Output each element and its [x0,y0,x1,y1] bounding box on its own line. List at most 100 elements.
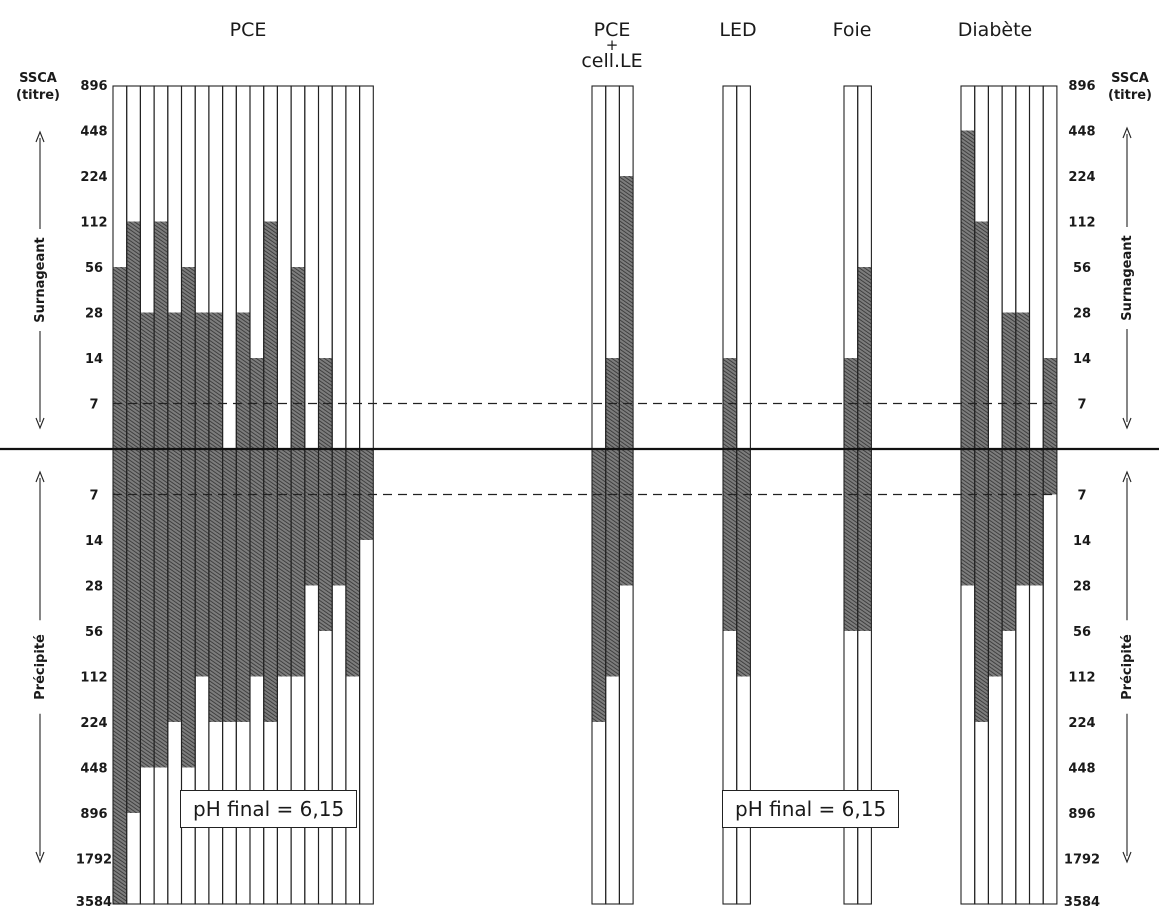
bar-precipite [605,449,620,677]
tick-label-left: 56 [85,625,103,640]
group-title: LED [719,19,756,41]
tick-label-right: 448 [1068,762,1095,777]
column-outline [618,85,634,905]
bar-precipite [857,449,872,631]
group-title: Diabète [958,19,1032,41]
tick-label-right: 448 [1068,125,1095,140]
bar-precipite [332,449,346,586]
tick-label-left: 14 [85,534,103,549]
arrow-head-up [1122,126,1132,139]
bar-precipite [1043,449,1057,495]
bar-precipite [277,449,292,677]
tick-label-right: 224 [1068,170,1095,185]
tick-label-left: 7 [89,489,98,504]
bar-surnageant [126,221,141,449]
tick-label-left: 896 [80,807,107,822]
bar-surnageant [113,267,127,449]
tick-label-left: 28 [85,580,103,595]
bar-surnageant [140,312,155,449]
group-title: Foie [833,19,872,41]
arrow-head-down [35,851,45,864]
ph-annotation-right: pH final = 6,15 [722,790,900,828]
group-title: PCE + cell.LE [581,19,642,72]
bar-surnageant [619,176,634,449]
arrow-head-down [1122,851,1132,864]
tick-label-right: 28 [1073,580,1091,595]
axis-title-left: SSCA (titre) [16,71,60,103]
text-layer: PCE PCE + cell.LE LED Foie Diabète 896 896 448 448… [16,19,1152,909]
bar-precipite [263,449,278,722]
bar-surnageant [1002,312,1016,449]
bar-surnageant [195,312,209,449]
tick-label-left: 112 [80,216,107,231]
bar-precipite [140,449,155,768]
tick-label-right: 28 [1073,307,1091,322]
bar-surnageant [154,221,168,449]
bar-surnageant [208,312,223,449]
ph-annotation-left: pH final = 6,15 [180,790,358,828]
bar-surnageant [181,267,196,449]
tick-label-left: 224 [80,170,107,185]
bar-precipite [126,449,141,813]
group-title: PCE [230,19,267,41]
bar-precipite [592,449,606,722]
bar-surnageant [236,312,250,449]
bar-surnageant [263,221,278,449]
tick-label-right: 1792 [1064,853,1100,868]
bar-precipite [844,449,858,631]
bar-precipite [222,449,237,722]
tick-label-right: 7 [1077,398,1086,413]
bar-precipite [736,449,751,677]
bar-precipite [974,449,989,722]
tick-label-right: 896 [1068,807,1095,822]
tick-label-right: 7 [1077,489,1086,504]
tick-label-left: 224 [80,716,107,731]
tick-label-right: 56 [1073,625,1091,640]
bar-precipite [181,449,196,768]
arrow-head-down [35,417,45,430]
bar-surnageant [291,267,305,449]
bar-precipite [359,449,374,540]
tick-label-right: 56 [1073,261,1091,276]
tick-label-right: 14 [1073,352,1091,367]
tick-label-left: 7 [89,398,98,413]
lines-layer [0,85,1159,905]
side-label-precipite-left: Précipité [33,634,48,700]
arrow-head-up [35,470,45,483]
side-label-surnageant-right: Surnageant [1120,235,1135,320]
bar-precipite [318,449,333,631]
bar-precipite [1015,449,1030,586]
bar-precipite [619,449,634,586]
bar-surnageant [961,130,975,449]
bar-precipite [723,449,737,631]
tick-label-right: 3584 [1064,895,1100,909]
tick-label-left: 448 [80,762,107,777]
bar-precipite [345,449,360,677]
bar-precipite [167,449,182,722]
bar-precipite [961,449,975,586]
arrow-head-down [1122,417,1132,430]
tick-label-right: 112 [1068,671,1095,686]
bar-surnageant [857,267,872,449]
bar-precipite [1029,449,1044,586]
tick-label-left: 3584 [76,895,112,909]
bar-precipite [304,449,319,586]
side-label-precipite-right: Précipité [1120,634,1135,700]
bar-precipite [195,449,209,677]
bar-precipite [113,449,127,904]
bar-surnageant [974,221,989,449]
tick-label-left: 448 [80,125,107,140]
tick-label-left: 1792 [76,853,112,868]
arrow-head-up [1122,470,1132,483]
tick-label-right: 14 [1073,534,1091,549]
bar-precipite [154,449,168,768]
bar-precipite [988,449,1003,677]
bar-precipite [1002,449,1016,631]
tick-label-left: 896 [80,79,107,94]
side-label-surnageant-left: Surnageant [33,237,48,322]
tick-label-right: 896 [1068,79,1095,94]
tick-label-left: 56 [85,261,103,276]
bar-surnageant [167,312,182,449]
tick-label-left: 28 [85,307,103,322]
